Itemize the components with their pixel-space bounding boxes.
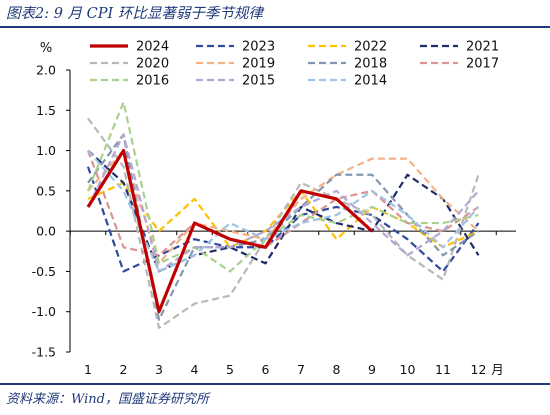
legend-label-2021: 2021 xyxy=(466,40,499,55)
x-tick-label: 8 xyxy=(333,362,341,377)
y-tick-label: 1.0 xyxy=(36,143,56,158)
title-divider xyxy=(0,26,550,28)
legend-label-2015: 2015 xyxy=(242,74,275,89)
x-tick-label: 9 xyxy=(368,362,376,377)
series-line-2018 xyxy=(87,133,480,321)
series-lines xyxy=(86,101,480,329)
y-tick-label: -0.5 xyxy=(32,264,56,279)
series-line-2020 xyxy=(87,117,480,329)
y-tick-label: 0.5 xyxy=(36,183,56,198)
x-tick-label: 5 xyxy=(226,362,234,377)
source-divider xyxy=(0,383,550,385)
y-tick-label: -1.0 xyxy=(32,304,56,319)
y-tick-label: 0.0 xyxy=(36,224,56,239)
legend-label-2014: 2014 xyxy=(354,74,387,89)
series-line-2017 xyxy=(86,150,480,257)
x-tick-label: 2 xyxy=(120,362,128,377)
x-tick-label: 4 xyxy=(191,362,199,377)
figure-title: 图表2: 9 月 CPI 环比显著弱于季节规律 xyxy=(6,6,263,22)
series-line-2014 xyxy=(87,149,480,273)
y-unit-label: % xyxy=(40,41,52,56)
x-tick-label: 12 xyxy=(471,362,487,377)
x-tick-label: 10 xyxy=(400,362,416,377)
x-unit-label: 月 xyxy=(491,362,504,377)
legend-label-2022: 2022 xyxy=(354,40,387,55)
legend-label-2017: 2017 xyxy=(466,57,499,72)
legend: 2024 2023 2022 2021 2020 2019 2018 2017 2016 2015… xyxy=(90,40,499,89)
legend-label-2020: 2020 xyxy=(136,57,169,72)
legend-label-2016: 2016 xyxy=(136,74,169,89)
cpi-line-chart: %2.01.51.00.50.0-0.5-1.0-1.51 2 3 4 5 6 7 8 9 10 1… xyxy=(32,40,516,377)
series-line-2022 xyxy=(87,181,479,249)
y-tick-label: -1.5 xyxy=(32,345,56,360)
legend-label-2023: 2023 xyxy=(242,40,275,55)
series-line-2016 xyxy=(86,101,479,273)
series-line-2024 xyxy=(86,148,374,314)
x-tick-label: 3 xyxy=(155,362,163,377)
axes: %2.01.51.00.50.0-0.5-1.0-1.51 2 3 4 5 6 7 8 9 10 1… xyxy=(32,41,516,377)
x-tick-label: 6 xyxy=(262,362,270,377)
y-tick-label: 2.0 xyxy=(36,63,56,78)
legend-label-2024: 2024 xyxy=(136,40,169,55)
x-tick-label: 7 xyxy=(297,362,305,377)
x-tick-label: 11 xyxy=(435,362,451,377)
x-tick-label: 1 xyxy=(84,362,92,377)
y-tick-label: 1.5 xyxy=(36,103,56,118)
legend-label-2019: 2019 xyxy=(242,57,275,72)
legend-label-2018: 2018 xyxy=(354,57,387,72)
series-line-2015 xyxy=(87,133,480,273)
figure-source: 资料来源：Wind，国盛证券研究所 xyxy=(6,392,209,407)
